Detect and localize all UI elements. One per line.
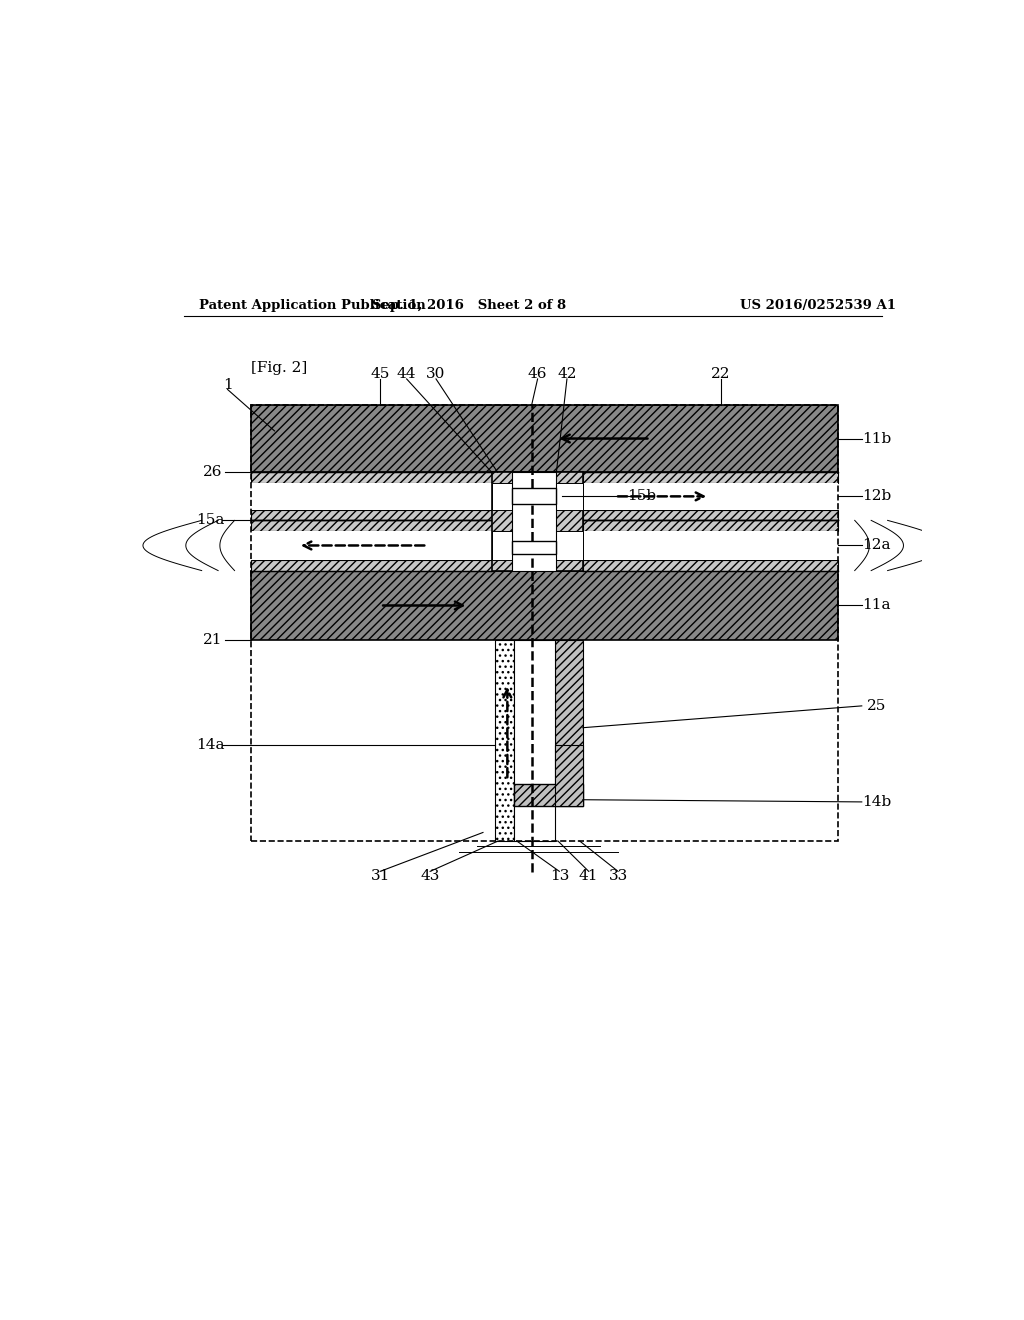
Bar	[251, 570, 839, 640]
Bar	[514, 784, 583, 807]
Bar	[492, 532, 512, 560]
Text: 15b: 15b	[627, 490, 656, 503]
Bar	[251, 483, 492, 510]
Bar	[583, 473, 839, 483]
Bar	[583, 532, 839, 560]
Text: 22: 22	[711, 367, 730, 381]
Text: [Fig. 2]: [Fig. 2]	[251, 362, 307, 375]
Text: 12b: 12b	[862, 490, 891, 503]
Bar	[251, 532, 492, 560]
Bar	[492, 483, 512, 510]
Bar	[251, 405, 839, 473]
Text: 44: 44	[397, 367, 417, 381]
Bar	[251, 405, 839, 841]
Text: 41: 41	[579, 869, 598, 883]
Text: 21: 21	[203, 634, 222, 647]
Bar	[251, 560, 492, 570]
Text: 42: 42	[557, 367, 577, 381]
Bar	[556, 532, 583, 560]
Bar	[583, 483, 839, 510]
Text: 14a: 14a	[196, 738, 224, 752]
Text: 15a: 15a	[196, 513, 224, 528]
Text: 30: 30	[426, 367, 445, 381]
Bar	[583, 520, 839, 532]
Text: 12a: 12a	[862, 539, 891, 553]
Bar	[583, 560, 839, 570]
Text: 11b: 11b	[862, 432, 891, 446]
Bar	[556, 483, 583, 510]
Bar	[555, 640, 583, 807]
Text: 33: 33	[608, 869, 628, 883]
Text: 26: 26	[203, 466, 222, 479]
Text: Patent Application Publication: Patent Application Publication	[200, 300, 426, 312]
Bar	[512, 541, 556, 554]
Text: 13: 13	[550, 869, 569, 883]
Text: 1: 1	[222, 378, 232, 392]
Text: 45: 45	[371, 367, 390, 381]
Text: 43: 43	[421, 869, 440, 883]
Text: US 2016/0252539 A1: US 2016/0252539 A1	[740, 300, 896, 312]
Bar	[251, 473, 492, 483]
Text: 46: 46	[527, 367, 548, 381]
Bar	[512, 488, 556, 504]
Text: 25: 25	[866, 698, 886, 713]
Bar	[492, 473, 583, 570]
Text: 14b: 14b	[862, 795, 891, 809]
Bar	[512, 473, 556, 570]
Text: 11a: 11a	[862, 598, 891, 612]
Bar	[583, 510, 839, 520]
Bar	[251, 520, 492, 532]
Bar	[555, 746, 583, 807]
Bar	[514, 640, 555, 841]
Bar	[495, 640, 514, 841]
Text: 31: 31	[371, 869, 390, 883]
Text: Sep. 1, 2016   Sheet 2 of 8: Sep. 1, 2016 Sheet 2 of 8	[372, 300, 566, 312]
Bar	[251, 510, 492, 520]
